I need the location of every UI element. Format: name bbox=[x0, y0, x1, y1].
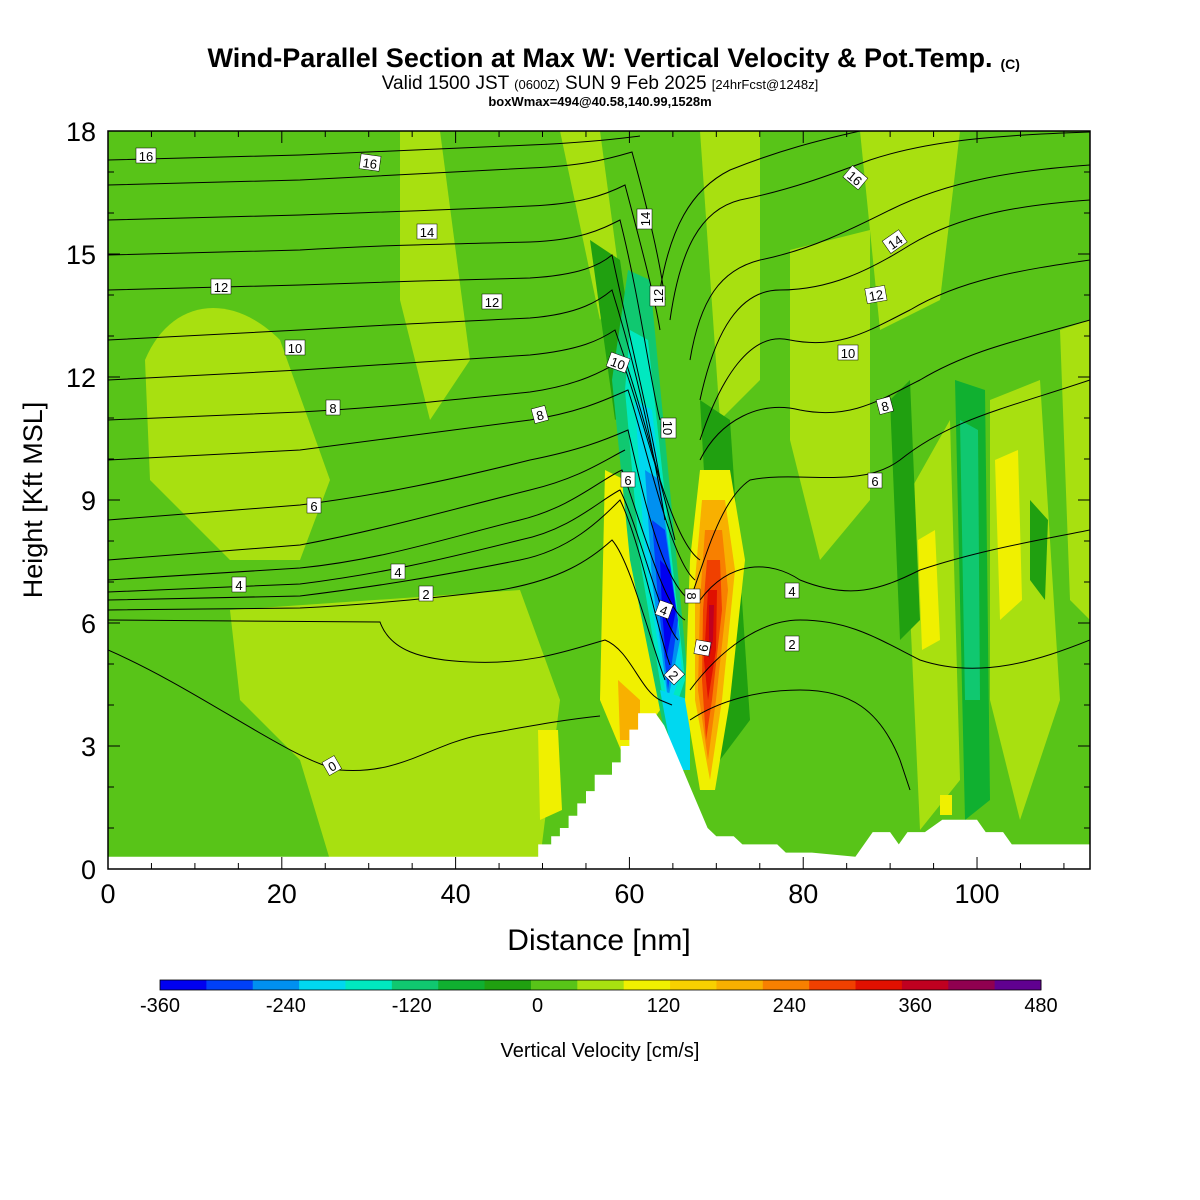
colorbar-tick-label: -240 bbox=[266, 995, 306, 1017]
valid-utc: (0600Z) bbox=[514, 77, 560, 92]
colorbar-swatch bbox=[994, 980, 1042, 990]
contour-label-12: 12 bbox=[485, 295, 499, 310]
colorbar-swatch bbox=[762, 980, 810, 990]
y-axis-tick-labels: 0 3 6 9 12 15 18 bbox=[66, 117, 96, 885]
y-tick-label: 9 bbox=[81, 486, 96, 516]
contour-label-4: 4 bbox=[394, 565, 401, 580]
colorbar-swatch bbox=[716, 980, 764, 990]
y-tick-label: 12 bbox=[66, 363, 96, 393]
colorbar-swatch bbox=[206, 980, 254, 990]
contour-label-8: 8 bbox=[329, 401, 336, 416]
colorbar-swatch bbox=[623, 980, 671, 990]
contour-label-10: 10 bbox=[660, 421, 675, 435]
colorbar-tick-labels: -360 -240 -120 0 120 240 360 480 bbox=[140, 995, 1058, 1017]
contour-label-8: 8 bbox=[535, 407, 546, 423]
contour-label-4: 4 bbox=[788, 584, 795, 599]
contour-label-16: 16 bbox=[362, 155, 378, 172]
colorbar-tick-label: -120 bbox=[392, 995, 432, 1017]
valid-date: SUN 9 Feb 2025 bbox=[564, 73, 707, 94]
colorbar-tick-label: 360 bbox=[898, 995, 931, 1017]
contour-label-2: 2 bbox=[422, 587, 429, 602]
contour-label-6: 6 bbox=[310, 499, 317, 514]
theta-isolines bbox=[108, 131, 1090, 791]
valid-time: Valid 1500 JST bbox=[381, 73, 509, 94]
contour-label-6: 6 bbox=[871, 474, 878, 489]
colorbar-swatch bbox=[577, 980, 625, 990]
contour-label-4: 4 bbox=[235, 578, 242, 593]
box-wmax-info: boxWmax=494@40.58,140.99,1528m bbox=[488, 94, 712, 109]
colorbar-tick-label: 0 bbox=[532, 995, 543, 1017]
y-tick-label: 6 bbox=[81, 609, 96, 639]
colorbar-swatch bbox=[299, 980, 346, 990]
colorbar-swatch bbox=[855, 980, 903, 990]
colorbar-swatch bbox=[160, 980, 207, 990]
contour-label-6: 6 bbox=[695, 643, 711, 653]
colorbar-tick-label: 120 bbox=[647, 995, 680, 1017]
colorbar-swatch bbox=[345, 980, 393, 990]
colorbar-swatch bbox=[809, 980, 857, 990]
contour-label-14: 14 bbox=[885, 232, 905, 253]
colorbar-tick-label: 240 bbox=[773, 995, 806, 1017]
colorbar-swatch bbox=[438, 980, 486, 990]
colorbar-swatch bbox=[901, 980, 949, 990]
x-tick-label: 60 bbox=[614, 879, 644, 909]
colorbar-swatch bbox=[948, 980, 996, 990]
y-tick-label: 18 bbox=[66, 117, 96, 147]
y-axis-label: Height [Kft MSL] bbox=[18, 402, 48, 599]
x-axis-tick-labels: 0 20 40 60 80 100 bbox=[100, 879, 999, 909]
axis-ticks bbox=[107, 130, 1090, 870]
contour-label-12: 12 bbox=[868, 287, 885, 304]
colorbar bbox=[159, 979, 1042, 991]
y-tick-label: 0 bbox=[81, 855, 96, 885]
colorbar-label: Vertical Velocity [cm/s] bbox=[501, 1040, 700, 1062]
contour-labels: 16 16 16 14 14 14 12 12 12 12 10 10 10 1… bbox=[135, 147, 908, 776]
contour-label-10: 10 bbox=[841, 346, 855, 361]
x-tick-label: 100 bbox=[954, 879, 999, 909]
contour-label-8: 8 bbox=[684, 592, 699, 599]
contour-label-14: 14 bbox=[638, 212, 653, 226]
contour-label-12: 12 bbox=[651, 289, 666, 303]
x-tick-label: 20 bbox=[267, 879, 297, 909]
contour-label-14: 14 bbox=[420, 225, 434, 240]
colorbar-swatch bbox=[484, 980, 532, 990]
x-axis-label: Distance [nm] bbox=[507, 924, 690, 957]
velocity-field bbox=[108, 131, 1090, 869]
x-tick-label: 40 bbox=[441, 879, 471, 909]
contour-label-4: 4 bbox=[658, 602, 670, 619]
x-tick-label: 80 bbox=[788, 879, 818, 909]
contour-label-10: 10 bbox=[288, 341, 302, 356]
forecast-info: [24hrFcst@1248z] bbox=[711, 77, 819, 92]
colorbar-swatch bbox=[670, 980, 717, 990]
x-tick-label: 0 bbox=[100, 879, 115, 909]
colorbar-tick-label: -360 bbox=[140, 995, 180, 1017]
contour-label-6: 6 bbox=[624, 473, 631, 488]
contour-label-10: 10 bbox=[608, 354, 627, 373]
contour-label-16: 16 bbox=[139, 149, 153, 164]
colorbar-tick-label: 480 bbox=[1024, 995, 1057, 1017]
contour-label-8: 8 bbox=[880, 398, 891, 414]
colorbar-swatch bbox=[530, 980, 578, 990]
colorbar-frame bbox=[159, 979, 1042, 991]
copyright-mark: (C) bbox=[1000, 56, 1020, 72]
contour-label-12: 12 bbox=[214, 280, 228, 295]
y-tick-label: 3 bbox=[81, 732, 96, 762]
chart-title: Wind-Parallel Section at Max W: Vertical… bbox=[207, 43, 993, 73]
contour-label-2: 2 bbox=[788, 637, 795, 652]
terrain-profile bbox=[108, 713, 1090, 869]
colorbar-swatch bbox=[391, 980, 439, 990]
colorbar-swatch bbox=[252, 980, 300, 990]
y-tick-label: 15 bbox=[66, 240, 96, 270]
